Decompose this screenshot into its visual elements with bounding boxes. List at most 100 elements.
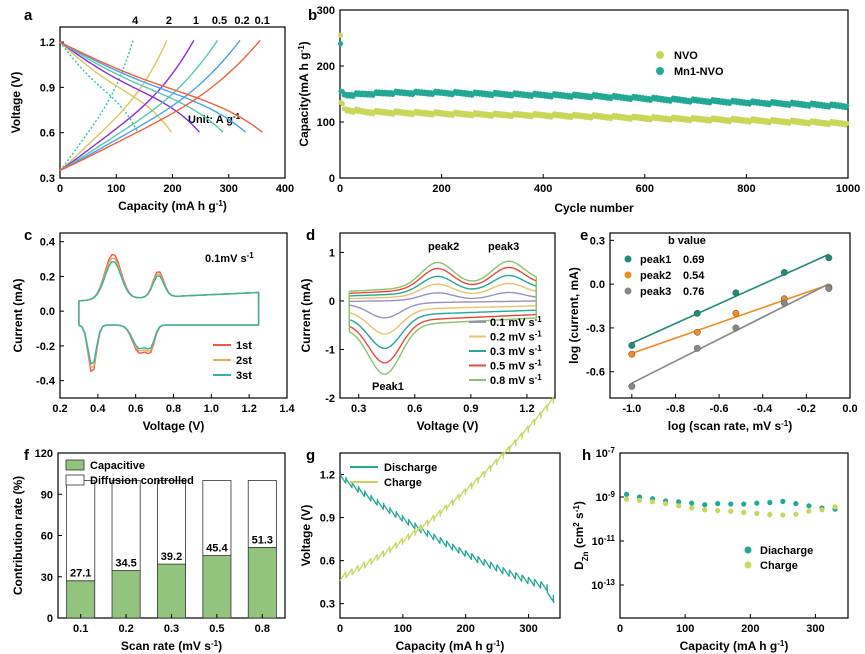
a-discharge-curve-0.1 [59,41,263,133]
h-y-tick-label-part: -11 [604,534,616,543]
b-y-tick-label: 300 [317,5,335,17]
h-y-axis-label-part: ) [572,501,586,505]
e-point-peak3 [628,382,636,390]
h-y-axis-label-part: (cm [572,527,586,552]
b-y-axis-label: Capacity(mA h g-1) [297,41,312,146]
b-x-tick-label: 200 [432,183,450,195]
b-point-Mn1-NVO [337,41,344,47]
d-legend-label-part: 0.3 mV s [490,346,535,358]
e-x-tick-label: -1.0 [622,403,641,415]
f-bar-diffusion [157,480,186,565]
b-x-tick-label: 800 [737,183,755,195]
g-x-axis-label-part: -1 [493,639,501,648]
e-x-axis-label-part: -1 [781,419,789,428]
h-point-Charge [767,511,773,518]
b-legend-label-Mn1-NVO: Mn1-NVO [674,66,724,78]
f-y-tick-label: 90 [41,489,53,501]
h-point-Diacharge [728,501,734,507]
a-discharge-curve-0.5 [59,41,224,133]
a-y-axis-label: Voltage (V) [9,72,23,134]
f-bar-value-label: 34.5 [115,558,136,570]
f-x-axis-label: Scan rate (mV s-1) [121,639,222,654]
g-y-tick-label: 0.9 [320,513,335,525]
e-legend-label-peak1: peak1 [640,254,671,266]
e-point-peak1 [825,254,833,262]
f-y-tick-label: 30 [41,572,53,584]
h-point-Charge [780,512,786,518]
g-x-axis-label: Capacity (mA h g-1) [396,639,505,654]
e-y-tick-label: 0.0 [590,279,605,291]
c-x-tick-label: 0.6 [128,403,143,415]
c-scan-rate-annotation-part: -1 [247,251,255,260]
c-x-axis-label: Voltage (V) [143,419,205,433]
g-panel-label: g [306,447,315,464]
c-y-axis-label-part: Current (mA) [11,278,25,352]
d-legend-label-part: -1 [535,344,543,353]
e-x-tick-label: -0.6 [710,403,729,415]
h-y-axis-label-part: s [572,512,586,522]
h-x-axis-label: Capacity (mA h g-1) [680,639,789,654]
f-bar-capacitive [111,570,141,619]
d-legend-label-part: -1 [535,373,543,382]
f-legend-swatch-capacitive [65,459,85,471]
h-point-Charge [819,507,825,513]
c-x-tick-label: 1.4 [279,403,295,415]
a-charge-curve-2 [59,40,168,171]
h-point-Diacharge [676,499,682,505]
b-point-NVO [340,101,345,107]
e-y-tick-label: -0.3 [586,323,605,335]
a-x-tick-label: 300 [220,183,238,195]
a-rate-label-0.5: 0.5 [212,15,227,27]
g-y-tick-label: 1.2 [320,470,335,482]
f-legend-swatch-diffusion [65,474,85,486]
e-panel-label: e [580,227,588,244]
f-legend-label-capacitive: Capacitive [90,460,145,472]
f-x-tick-label: 0.8 [255,623,270,635]
h-point-Diacharge [623,491,630,497]
c-scan-rate-annotation-part: 0.1mV s [205,253,247,265]
d-y-tick-label: -1 [325,344,335,356]
h-x-axis-label-part: ) [784,639,788,653]
d-legend-label: 0.8 mV s-1 [490,373,542,388]
e-x-axis-label-part: log (scan rate, mV s [668,419,782,433]
h-x-tick-label: 200 [741,623,759,635]
a-charge-curve-1 [59,39,195,171]
a-x-tick-label: 400 [276,183,294,195]
b-legend-marker-NVO [656,51,664,59]
b-y-axis-label-part: Capacity(mA h g [297,52,311,146]
c-legend-label-3st: 3st [236,370,252,382]
a-charge-curve-0.1 [59,39,261,172]
b-y-axis-label-part: ) [297,41,311,45]
h-legend-marker-Charge [744,561,752,569]
d-peak2-annotation: peak2 [428,241,459,253]
e-legend-label-peak2: peak2 [640,270,671,282]
e-plot-frame [609,232,851,399]
a-y-axis-label-part: Voltage (V) [9,72,23,134]
f-panel-label: f [24,447,30,464]
c-x-tick-label: 1.2 [242,403,257,415]
a-x-axis-label: Capacity (mA h g-1) [118,199,227,214]
h-point-Diacharge [702,502,708,508]
e-legend-marker-peak1 [624,255,632,263]
g-legend-label-charge: Charge [384,477,422,489]
h-y-tick-label: 10-11 [592,534,616,549]
d-peak1-annotation: Peak1 [372,381,404,393]
d-x-tick-label: 0.6 [407,403,422,415]
e-y-axis-label-part: log (current, mA) [567,267,581,364]
h-point-Charge [636,497,643,503]
f-bar-value-label: 27.1 [70,568,91,580]
g-x-axis-label-part: Capacity (mA h g [396,639,494,653]
h-point-Diacharge [767,499,773,506]
e-point-peak3 [825,285,833,292]
d-legend-label-part: -1 [535,315,543,324]
d-y-axis-label-part: Current (mA) [299,278,313,352]
c-y-tick-label: 0.2 [40,271,55,283]
c-x-tick-label: 0.8 [166,403,181,415]
g-y-tick-label: 0.6 [320,556,335,568]
e-point-peak2 [693,328,701,336]
h-point-Diacharge [754,500,760,506]
b-point-NVO [844,120,850,126]
b-y-tick-label: 100 [317,117,335,129]
g-x-tick-label: 100 [394,623,412,635]
